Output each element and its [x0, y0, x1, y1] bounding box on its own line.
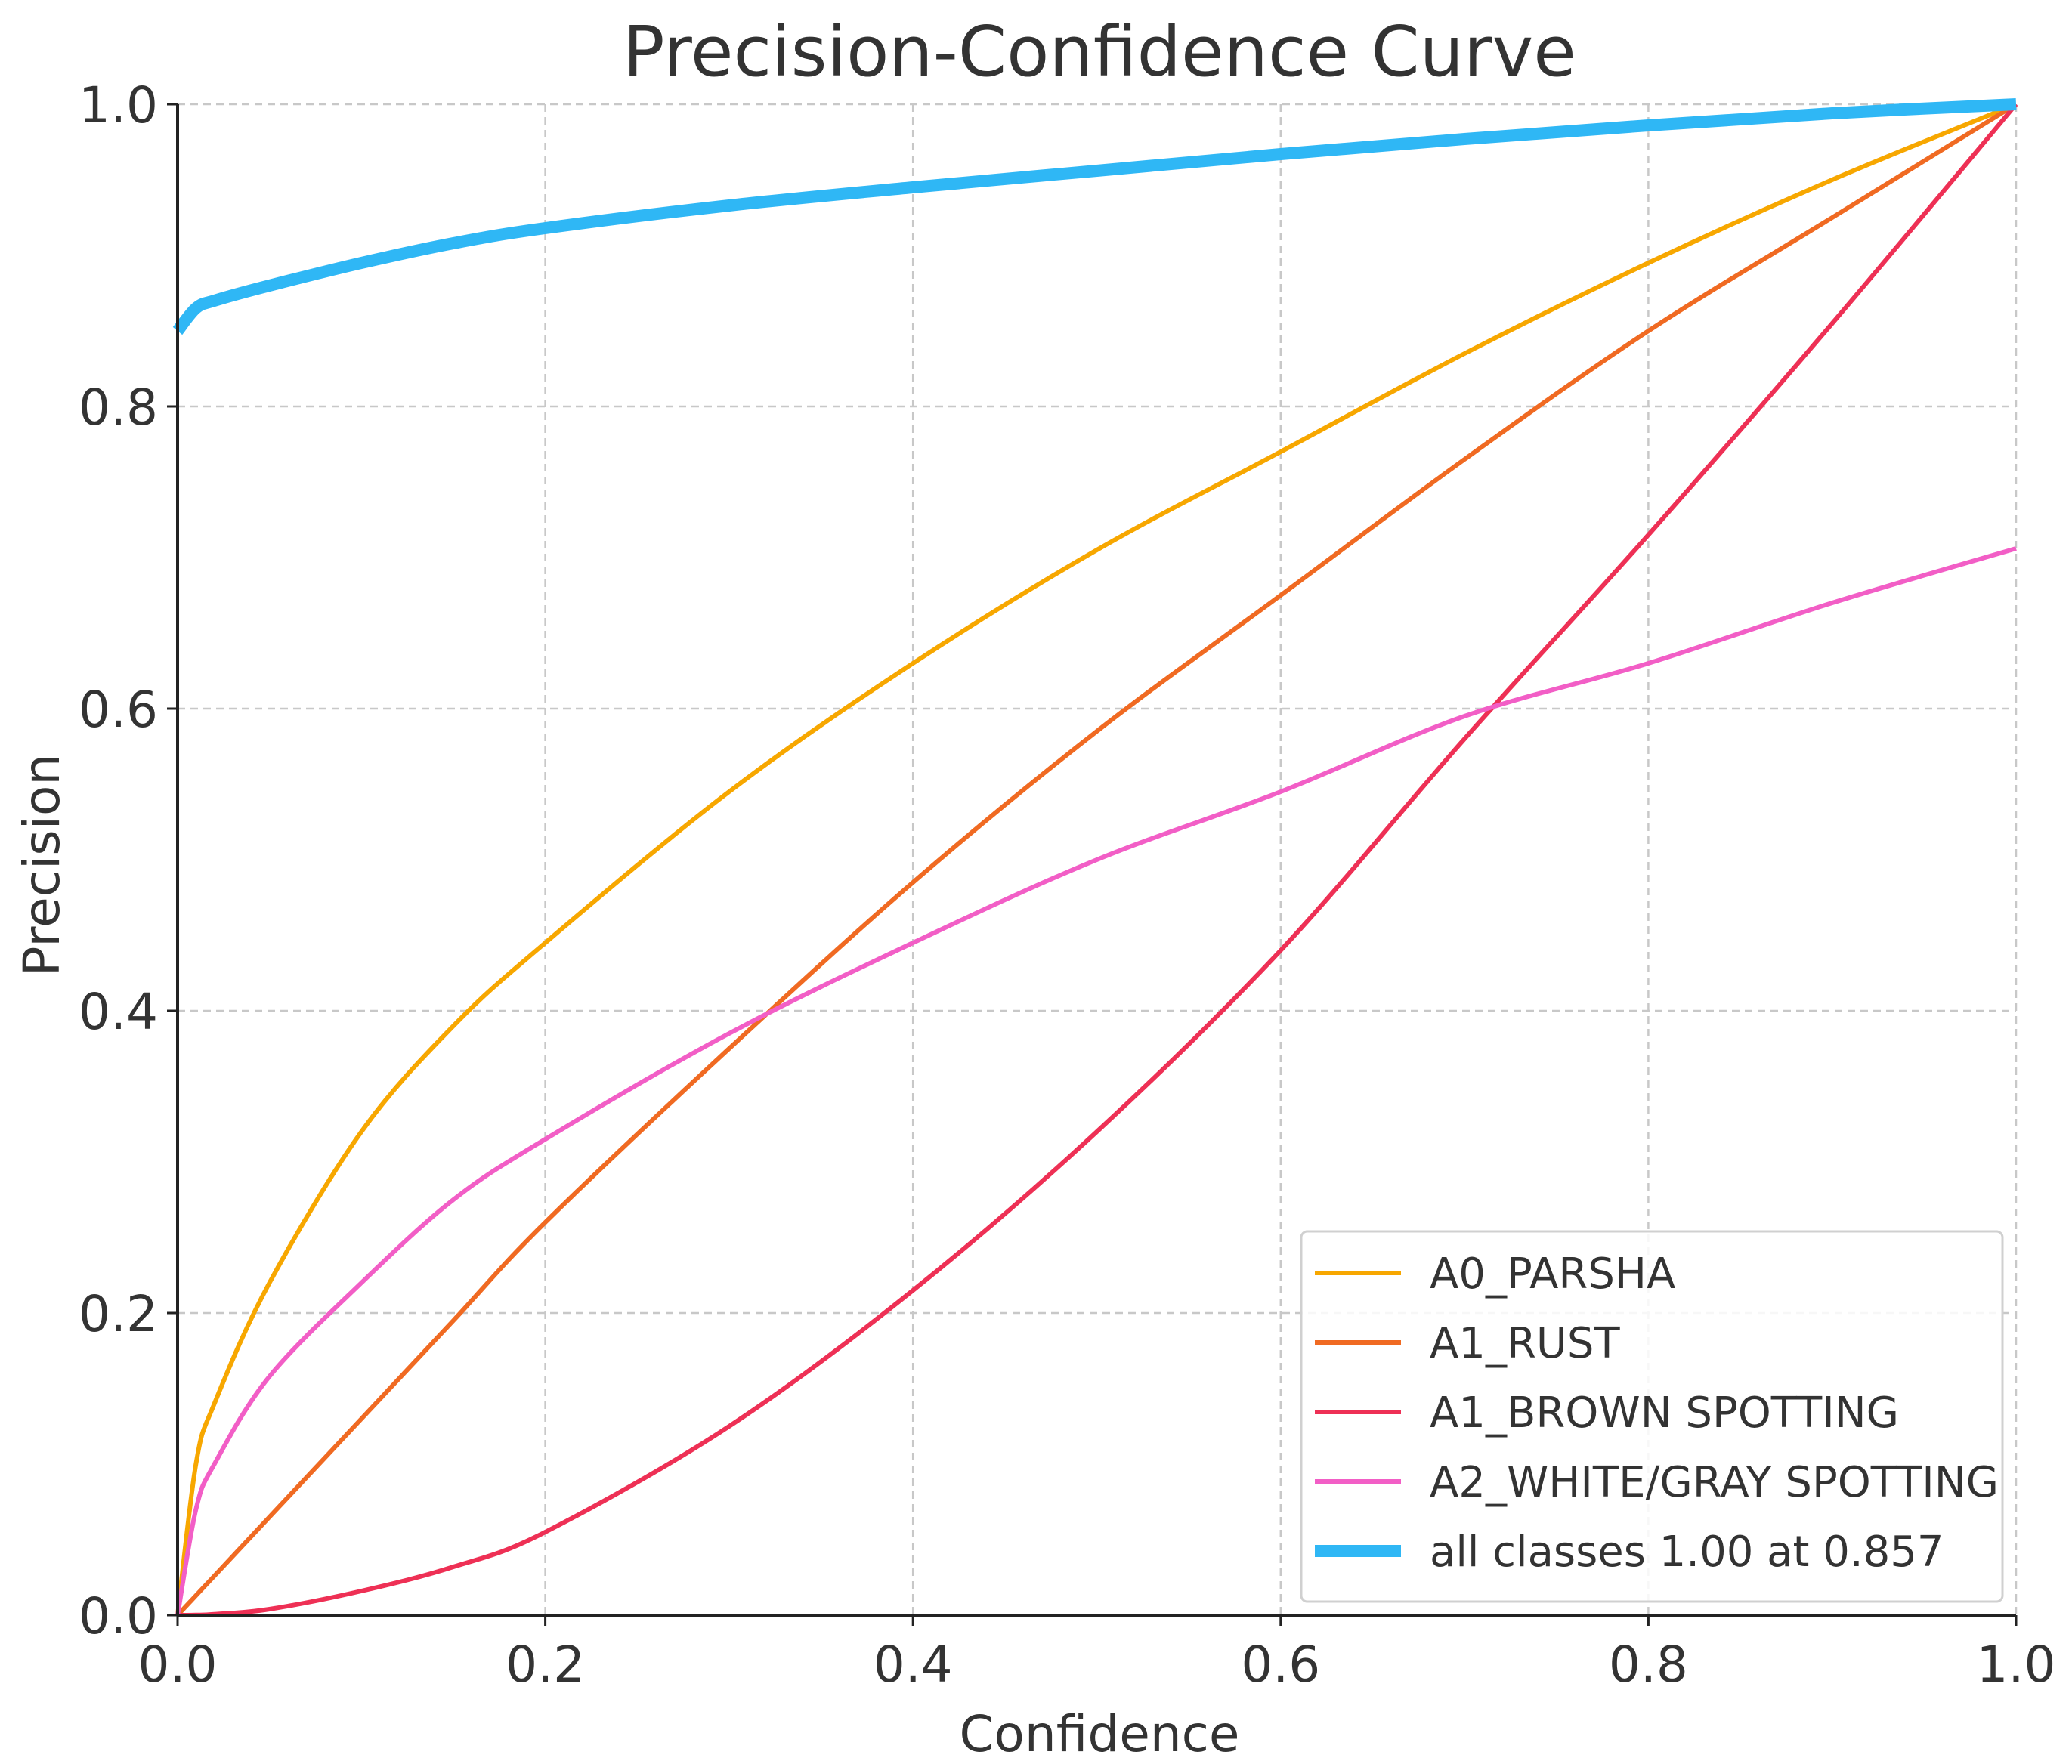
y-tick-label: 0.8 — [79, 378, 158, 437]
y-tick-label: 1.0 — [79, 76, 158, 134]
x-tick-label: 0.6 — [1241, 1636, 1320, 1694]
legend-label: A0_PARSHA — [1430, 1250, 1675, 1299]
x-tick-label: 0.8 — [1609, 1636, 1688, 1694]
x-tick-label: 1.0 — [1977, 1636, 2056, 1694]
legend-label: A2_WHITE/GRAY SPOTTING — [1430, 1458, 1999, 1507]
chart-title: Precision-Confidence Curve — [623, 11, 1576, 92]
x-tick-label: 0.4 — [874, 1636, 953, 1694]
series-line-a1-brown-spotting — [177, 103, 2018, 1617]
series-line-all-classes-1-00-at-0-857 — [172, 98, 2017, 335]
x-tick-label: 0.0 — [138, 1636, 218, 1694]
legend-box — [1300, 1230, 2004, 1603]
x-axis-label: Confidence — [959, 1705, 1239, 1763]
legend-label: all classes 1.00 at 0.857 — [1430, 1528, 1944, 1577]
y-tick-label: 0.4 — [79, 983, 158, 1041]
legend-label: A1_BROWN SPOTTING — [1430, 1389, 1899, 1438]
x-tick-label: 0.2 — [506, 1636, 585, 1694]
y-axis-label: Precision — [13, 754, 71, 977]
series-line-a1-rust — [175, 102, 2018, 1617]
y-tick-label: 0.6 — [79, 681, 158, 739]
legend-label: A1_RUST — [1430, 1319, 1620, 1368]
y-tick-label: 0.2 — [79, 1285, 158, 1343]
series-lines — [172, 98, 2018, 1617]
series-line-a2-white-gray-spotting — [175, 546, 2017, 1616]
legend: A0_PARSHA A1_RUST A1_BROWN SPOTTING A2_WHIT… — [1300, 1230, 2004, 1603]
axes: 0.0 0.2 0.4 0.6 0.8 1.0 0.0 0.2 0.4 0.6 0.8 1.0 — [79, 76, 2055, 1694]
series-line-a0-parsha — [175, 102, 2018, 1616]
y-tick-label: 0.0 — [79, 1587, 158, 1645]
